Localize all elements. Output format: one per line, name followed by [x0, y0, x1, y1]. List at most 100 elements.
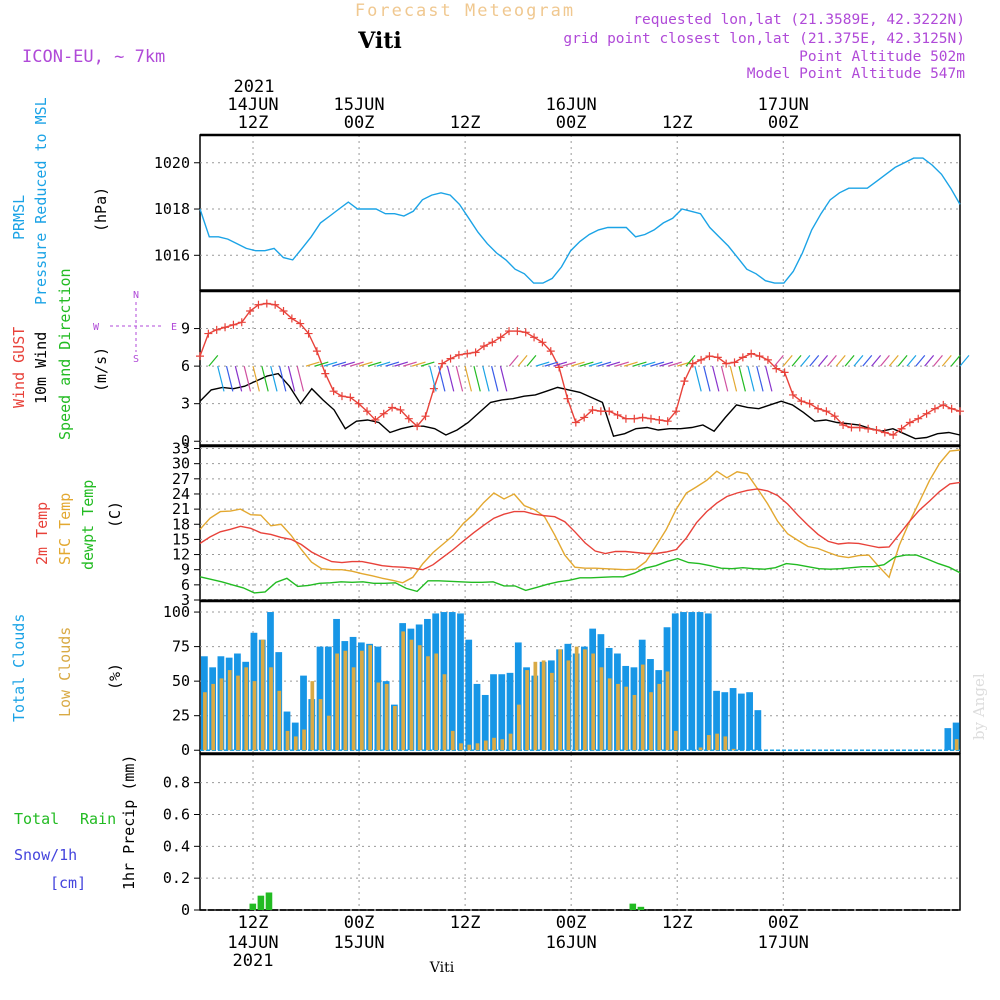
- low-cloud-bar: [360, 650, 364, 751]
- low-cloud-bar: [236, 675, 240, 751]
- y-tick-label: 12: [172, 546, 190, 564]
- wind-arrow: [880, 354, 890, 367]
- wind-arrow: [853, 354, 864, 367]
- low-cloud-bar: [508, 733, 513, 751]
- wind-arrow: [818, 354, 829, 367]
- wind-arrow: [906, 354, 917, 367]
- low-cloud-bar: [260, 639, 265, 751]
- temp-sfc-label: SFC Temp: [56, 493, 74, 565]
- gust-marker: [563, 394, 572, 403]
- wind-arrow: [446, 365, 455, 392]
- low-cloud-bar: [525, 670, 529, 751]
- wind-arrow: [897, 354, 908, 367]
- wind-arrow: [394, 361, 409, 367]
- wind-arrow: [429, 365, 437, 392]
- bottom-date-label: 16JUN: [546, 933, 597, 953]
- y-tick-label: 9: [181, 320, 190, 338]
- wind-arrow: [491, 365, 499, 392]
- wind-arrow: [844, 354, 855, 367]
- rain-bar: [265, 892, 273, 910]
- rain-bar: [257, 895, 265, 910]
- gust-marker: [646, 414, 655, 423]
- precip-rain-label: Rain: [80, 810, 116, 828]
- rain-bar: [629, 903, 637, 910]
- dewpt-temp-line: [199, 554, 961, 594]
- chart-title: Forecast Meteogram: [355, 1, 575, 21]
- wind-arrow: [800, 354, 811, 367]
- gust-marker: [763, 355, 772, 364]
- wind-arrow: [871, 354, 882, 367]
- gust-marker: [905, 418, 914, 427]
- wind-arrow: [208, 354, 219, 367]
- gust-marker: [713, 353, 722, 362]
- gust-marker: [262, 299, 271, 308]
- gust-marker: [521, 328, 530, 337]
- gust-marker: [279, 307, 288, 316]
- total-cloud-bar: [680, 612, 687, 751]
- gust-marker: [438, 359, 447, 368]
- gust-marker: [663, 417, 672, 426]
- gust-marker: [229, 320, 238, 329]
- low-cloud-bar: [351, 667, 356, 751]
- total-cloud-bar: [737, 693, 745, 751]
- wind-arrow: [924, 354, 935, 367]
- wind-arrow: [217, 365, 225, 392]
- gust-marker: [496, 333, 505, 342]
- gust-marker: [588, 405, 597, 414]
- panel-frame: [199, 753, 961, 911]
- wind-arrow: [261, 365, 269, 392]
- gust-marker: [688, 359, 697, 368]
- total-cloud-bar: [671, 613, 679, 751]
- gust-marker: [463, 349, 472, 358]
- gust-marker: [479, 342, 488, 351]
- wind-arrow: [526, 354, 537, 367]
- wind-arrow: [367, 361, 382, 367]
- plot-layer: 1016101810200369369121518212427303302550…: [154, 95, 970, 971]
- wind-arrow: [544, 361, 559, 367]
- low-cloud-bar: [516, 704, 521, 751]
- low-cloud-bar: [401, 631, 406, 751]
- gust-marker: [914, 414, 923, 423]
- low-cloud-bar: [467, 744, 472, 751]
- top-hour-label: 00Z: [344, 113, 375, 133]
- low-cloud-bar: [607, 678, 612, 751]
- low-cloud-bar: [715, 733, 719, 751]
- rain-bar: [637, 906, 645, 910]
- gust-marker: [855, 423, 864, 432]
- wind-arrow: [862, 354, 873, 367]
- wind-arrow: [641, 361, 656, 367]
- gust-marker: [847, 423, 856, 432]
- low-cloud-bar: [409, 639, 414, 751]
- wind-arrow: [420, 361, 435, 367]
- low-cloud-bar: [574, 646, 579, 751]
- gust-marker: [697, 355, 706, 364]
- wind-arrow: [615, 361, 629, 367]
- compass-e: E: [171, 322, 177, 333]
- bottom-hour-label: 00Z: [556, 913, 587, 933]
- low-cloud-bar: [632, 694, 637, 751]
- y-tick-label: 75: [172, 638, 190, 656]
- wind-arrow: [508, 354, 519, 367]
- bottom-date-label: 14JUN: [227, 933, 278, 953]
- y-tick-label: 0: [181, 432, 190, 450]
- wind-arrow: [411, 361, 426, 367]
- footer-station: Viti: [429, 960, 455, 976]
- gust-marker: [346, 393, 355, 402]
- wind-arrow: [376, 361, 391, 367]
- low-cloud-bar: [285, 730, 290, 751]
- pressure-labels: PRMSL Pressure Reduced to MSL (hPa): [10, 97, 110, 305]
- gust-marker: [505, 327, 514, 336]
- sfc-temp-line: [199, 449, 961, 584]
- wind-arrow: [323, 361, 338, 367]
- gust-marker: [613, 410, 622, 419]
- pressure-line: [199, 157, 961, 284]
- gust-marker: [797, 397, 806, 406]
- wind-arrow: [455, 365, 464, 392]
- gust-marker: [271, 300, 280, 309]
- panel-frame: [199, 134, 961, 291]
- low-cloud-bar: [657, 683, 662, 751]
- wind-arrow: [659, 361, 674, 367]
- total-clouds-label: Total Clouds: [10, 614, 28, 722]
- gust-marker: [596, 407, 605, 416]
- gust-marker: [839, 420, 848, 429]
